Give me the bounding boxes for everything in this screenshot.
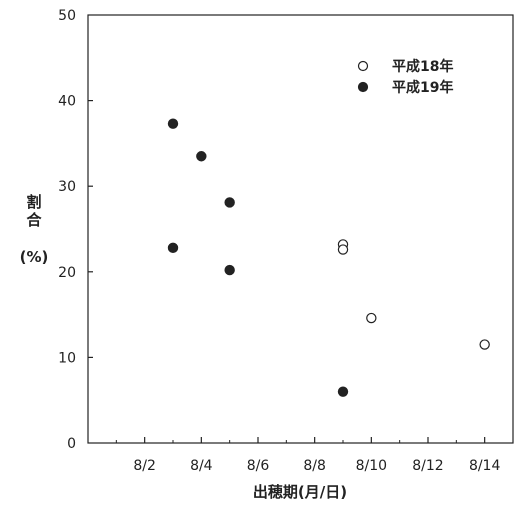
data-point-series-2 [167, 242, 179, 254]
data-point-series-2 [224, 197, 235, 208]
y-axis-title-line-1: 割 [26, 193, 41, 211]
plot-area [87, 14, 514, 444]
x-axis: 8/2 8/4 8/6 8/8 8/10 8/12 8/14 [115, 437, 501, 474]
x-axis-title: 出穂期(月/日) [253, 483, 347, 501]
data-point-series-2 [196, 151, 207, 162]
x-tick-label: 8/12 [412, 458, 443, 474]
legend: 平成18年 平成19年 [357, 58, 453, 96]
y-tick-label: 20 [58, 265, 76, 281]
data-point-series-2 [167, 118, 179, 129]
y-axis-title-line-3: (%) [20, 248, 49, 266]
data-point-series-1 [337, 244, 349, 255]
y-axis-title-line-2: 合 [25, 211, 42, 229]
legend-label-series-1: 平成18年 [392, 58, 453, 75]
data-point-series-2 [224, 264, 235, 276]
y-tick-label: 10 [58, 350, 76, 366]
data-point-series-2 [337, 386, 349, 397]
y-tick-label: 0 [67, 436, 76, 452]
data-point-series-1 [479, 339, 490, 350]
y-axis-title: 割 合 (%) [20, 193, 49, 266]
x-tick-label: 8/4 [190, 458, 213, 474]
y-tick-label: 50 [58, 8, 76, 24]
legend-marker-series-1 [357, 60, 369, 72]
x-tick-label: 8/2 [133, 458, 156, 474]
legend-label-series-2: 平成19年 [392, 79, 453, 96]
x-tick-label: 8/8 [303, 458, 326, 474]
data-point-series-1 [366, 312, 377, 324]
data-points [167, 118, 490, 397]
y-tick-label: 40 [58, 94, 76, 110]
x-tick-label: 8/14 [469, 458, 501, 474]
y-axis: 0 10 20 30 40 50 [58, 8, 93, 452]
legend-marker-series-2 [357, 81, 369, 93]
x-tick-label: 8/6 [247, 458, 270, 474]
x-tick-label: 8/10 [356, 458, 387, 474]
y-tick-label: 30 [58, 179, 76, 195]
